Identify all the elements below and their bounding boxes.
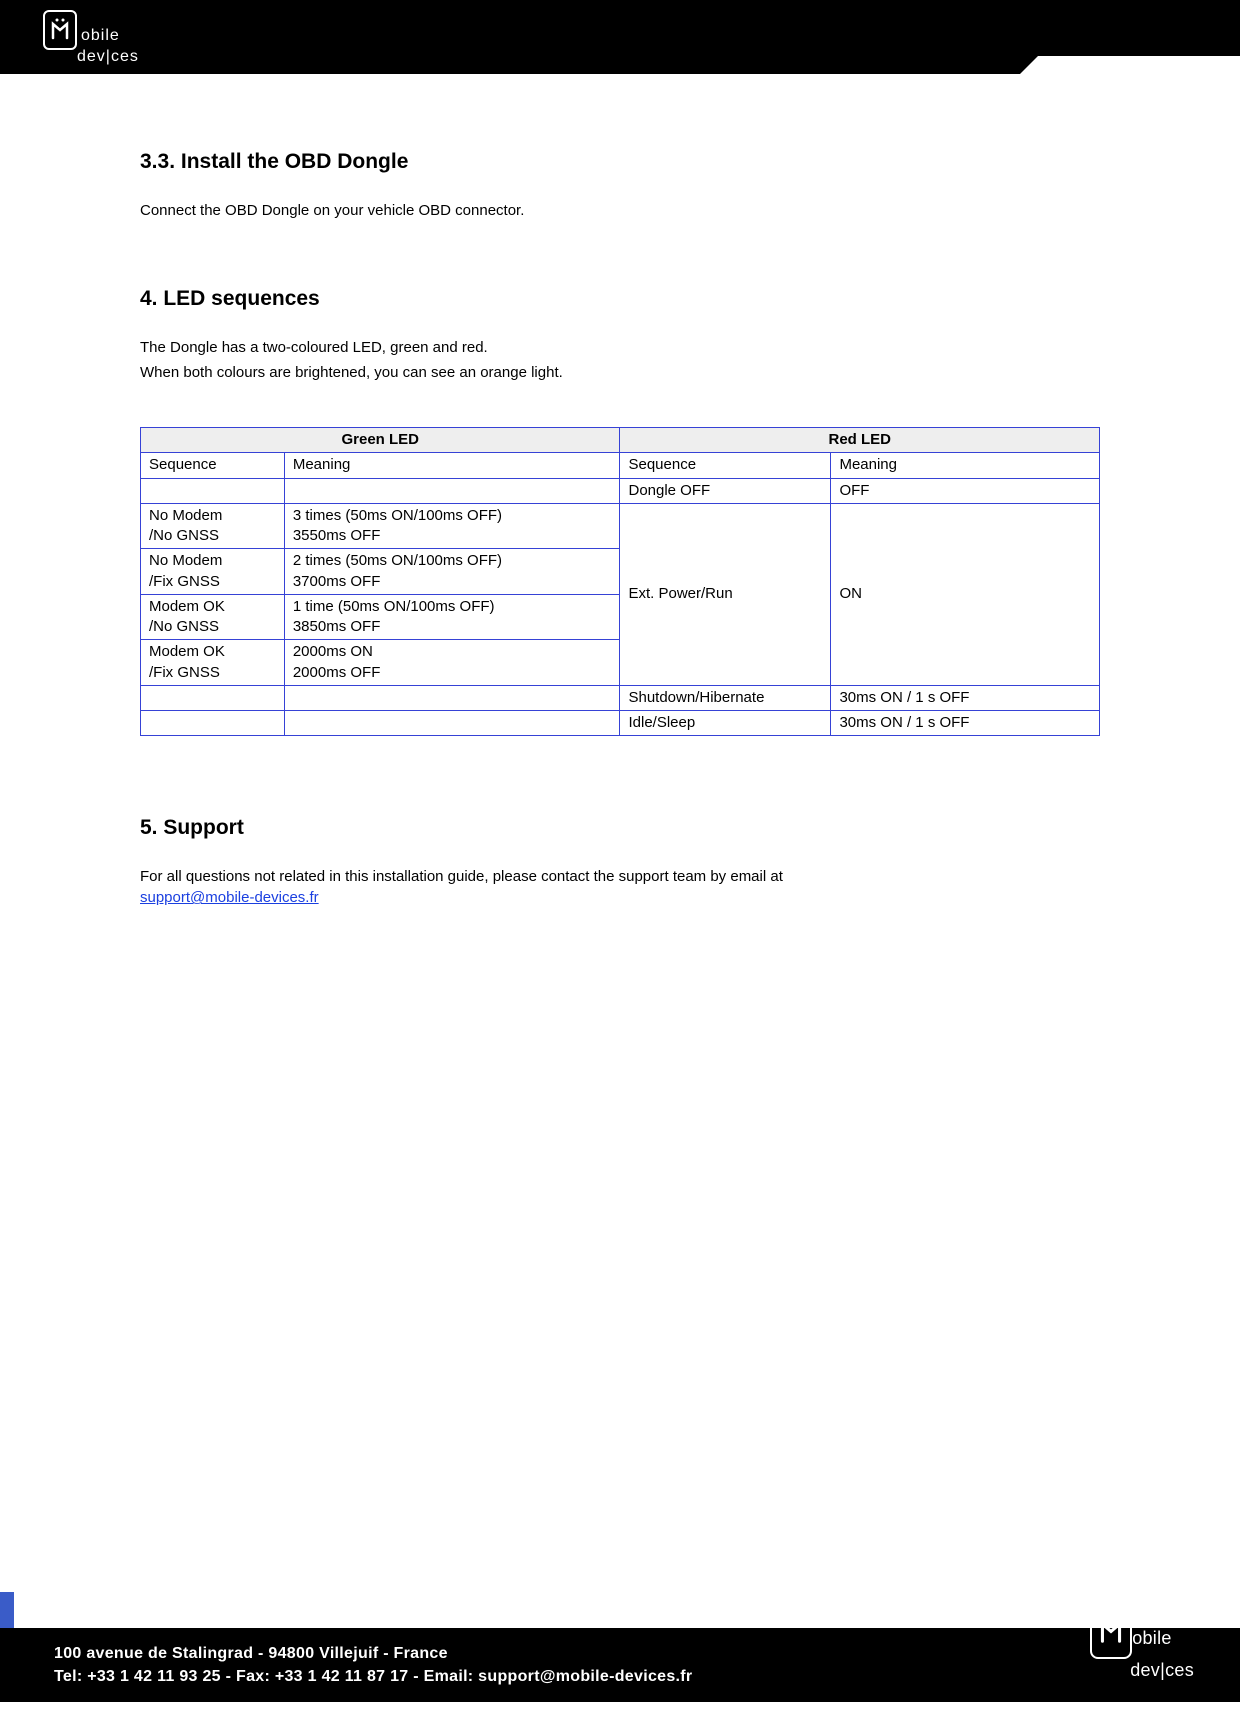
support-text-span: For all questions not related in this in… [140,868,783,885]
table-row: No Modem/No GNSS 3 times (50ms ON/100ms … [141,503,1100,549]
th-red: Red LED [620,428,1100,453]
footer: 100 avenue de Stalingrad - 94800 Villeju… [0,1628,1240,1702]
cell: 2 times (50ms ON/100ms OFF)3700ms OFF [284,549,620,595]
support-email-link[interactable]: support@mobile-devices.fr [140,889,319,906]
cell: No Modem/No GNSS [141,503,285,549]
text-led-2: When both colours are brightened, you ca… [140,362,1100,383]
page-content: 3.3. Install the OBD Dongle Connect the … [0,92,1240,1592]
header-notch [0,74,1240,92]
cell: 30ms ON / 1 s OFF [831,685,1100,710]
cell: 3 times (50ms ON/100ms OFF)3550ms OFF [284,503,620,549]
cell [284,711,620,736]
brand-logo-icon [43,10,77,50]
cell: 30ms ON / 1 s OFF [831,711,1100,736]
brand-logo: obile dev|ces [43,10,139,66]
led-table: Green LED Red LED Sequence Meaning Seque… [140,427,1100,736]
cell: No Modem/Fix GNSS [141,549,285,595]
th-mean-r: Meaning [831,453,1100,478]
table-row: Idle/Sleep 30ms ON / 1 s OFF [141,711,1100,736]
text-install: Connect the OBD Dongle on your vehicle O… [140,200,1100,221]
cell: Shutdown/Hibernate [620,685,831,710]
th-seq-r: Sequence [620,453,831,478]
th-green: Green LED [141,428,620,453]
footer-brand-2: dev|ces [1130,1657,1194,1683]
cell [141,711,285,736]
th-mean-g: Meaning [284,453,620,478]
cell: 1 time (50ms ON/100ms OFF)3850ms OFF [284,594,620,640]
footer-line-1: 100 avenue de Stalingrad - 94800 Villeju… [54,1642,1240,1665]
footer-logo: obile dev|ces [1090,1606,1194,1683]
footer-brand-1: obile [1132,1628,1172,1648]
cell [141,685,285,710]
cell: Modem OK/Fix GNSS [141,640,285,686]
cell: OFF [831,478,1100,503]
cell: Idle/Sleep [620,711,831,736]
heading-install: 3.3. Install the OBD Dongle [140,150,1100,174]
table-row: Dongle OFF OFF [141,478,1100,503]
footer-logo-icon [1090,1606,1132,1659]
heading-support: 5. Support [140,816,1100,840]
cell [141,478,285,503]
brand-text-2: dev|ces [77,48,139,66]
table-row: Sequence Meaning Sequence Meaning [141,453,1100,478]
footer-line-2: Tel: +33 1 42 11 93 25 - Fax: +33 1 42 1… [54,1665,1240,1688]
text-support: For all questions not related in this in… [140,866,1100,908]
th-seq-g: Sequence [141,453,285,478]
heading-led: 4. LED sequences [140,287,1100,311]
cell [284,685,620,710]
table-row: Green LED Red LED [141,428,1100,453]
cell: Modem OK/No GNSS [141,594,285,640]
table-row: Shutdown/Hibernate 30ms ON / 1 s OFF [141,685,1100,710]
text-led-1: The Dongle has a two-coloured LED, green… [140,337,1100,358]
footer-accent [0,1592,14,1628]
cell: Dongle OFF [620,478,831,503]
cell [284,478,620,503]
footer-prebar [0,1592,1240,1628]
cell: Ext. Power/Run [620,503,831,685]
cell: ON [831,503,1100,685]
brand-text-1: obile [81,27,120,44]
cell: 2000ms ON2000ms OFF [284,640,620,686]
